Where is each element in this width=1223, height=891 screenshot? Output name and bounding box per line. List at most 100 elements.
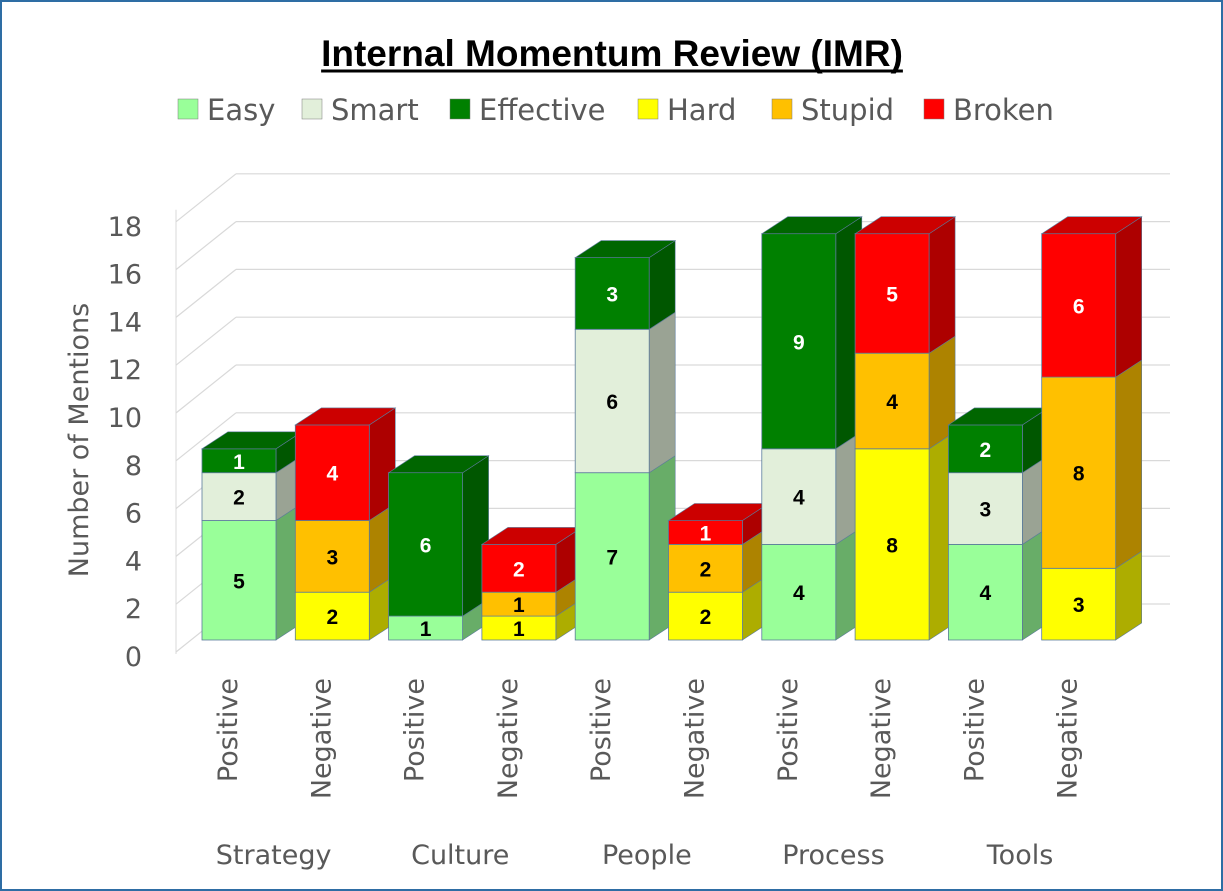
- x-tick-label: Negative: [306, 678, 337, 799]
- legend-swatch: [301, 98, 323, 120]
- data-label: 1: [233, 451, 245, 474]
- data-label: 3: [1073, 594, 1085, 617]
- data-label: 6: [606, 391, 618, 414]
- bar-side: [648, 311, 676, 474]
- x-tick-label: Positive: [959, 678, 990, 782]
- bar-smart-5: 6: [574, 311, 676, 474]
- bar-stack-10: 3 8 6: [1040, 216, 1143, 641]
- gridline-diagonal: [175, 173, 237, 223]
- data-label: 2: [980, 439, 992, 462]
- data-label: 3: [326, 546, 338, 569]
- bar-hard-8: 8: [854, 431, 956, 641]
- bar-top: [760, 216, 863, 234]
- legend-item-easy: Easy: [177, 93, 275, 127]
- bar-broken-2: 4: [294, 407, 397, 522]
- data-label: 1: [420, 618, 432, 641]
- gridline-diagonal: [175, 316, 237, 366]
- data-label: 3: [980, 499, 992, 522]
- data-label: 9: [793, 331, 805, 354]
- y-tick-label: 12: [108, 355, 142, 386]
- group-label-tools: Tools: [986, 840, 1054, 871]
- bar-stack-9: 4 3 2: [947, 407, 1050, 641]
- bar-stupid-10: 8: [1041, 359, 1142, 569]
- x-tick-label: Negative: [680, 678, 711, 799]
- bar-broken-8: 5: [854, 216, 957, 354]
- bar-broken-6: 1: [667, 502, 770, 545]
- bar-effective-5: 3: [574, 240, 677, 330]
- legend: Easy Smart Effective Hard Stupid Broken: [177, 93, 1054, 127]
- bar-stack-3: 16: [387, 455, 490, 641]
- gridline-diagonal: [175, 221, 237, 271]
- chart-title-group: Internal Momentum Review (IMR): [321, 33, 903, 74]
- bar-front: [948, 424, 1023, 474]
- data-label: 2: [700, 558, 712, 581]
- legend-swatch: [637, 98, 659, 120]
- bar-stack-6: 2 2 1: [667, 502, 770, 641]
- bar-front: [294, 591, 370, 641]
- x-tick-label: Positive: [400, 678, 431, 782]
- bar-front: [201, 472, 277, 521]
- legend-item-hard: Hard: [637, 93, 736, 127]
- bar-front: [761, 448, 837, 545]
- data-label: 4: [886, 391, 898, 414]
- bar-top: [1040, 216, 1143, 234]
- gridline-12: [175, 316, 1170, 366]
- legend-item-effective: Effective: [449, 93, 606, 127]
- y-tick-label: 14: [108, 307, 142, 338]
- data-label: 6: [1073, 295, 1085, 318]
- bar-easy-1: 5: [201, 502, 303, 641]
- group-label-process: Process: [782, 840, 884, 871]
- legend-swatch: [771, 98, 793, 120]
- x-tick-label: Negative: [1053, 678, 1084, 799]
- bar-front: [854, 352, 930, 450]
- bar-front: [948, 544, 1023, 641]
- data-label: 4: [793, 487, 805, 510]
- bar-front: [481, 544, 557, 593]
- bar-front: [574, 257, 650, 330]
- bar-easy-5: 7: [574, 455, 676, 641]
- y-tick-label: 10: [108, 403, 142, 434]
- y-tick-label: 6: [125, 499, 142, 530]
- bar-front: [1041, 567, 1117, 641]
- bar-front: [761, 544, 837, 641]
- group-label-culture: Culture: [411, 840, 509, 871]
- legend-label: Broken: [953, 93, 1054, 127]
- gridline-diagonal: [175, 412, 237, 462]
- bar-broken-10: 6: [1040, 216, 1143, 378]
- gridline-10: [175, 364, 1170, 414]
- y-tick-label: 2: [125, 594, 142, 625]
- data-label: 4: [793, 582, 805, 605]
- bar-stack-4: 11 2: [480, 526, 583, 641]
- x-axis: Positive Negative Positive Negative Positive…: [213, 678, 1084, 871]
- data-label: 1: [513, 618, 525, 641]
- y-tick-label: 0: [125, 642, 142, 673]
- bar-stack-5: 7 6 3: [574, 240, 677, 641]
- bar-side: [1115, 359, 1142, 569]
- x-tick-label: Negative: [866, 678, 897, 799]
- bar-stack-7: 4 4 9: [760, 216, 863, 641]
- data-label: 7: [606, 546, 618, 569]
- bar-front: [574, 328, 650, 474]
- bar-side: [928, 216, 956, 354]
- legend-item-smart: Smart: [301, 93, 419, 127]
- legend-label: Hard: [667, 93, 736, 127]
- legend-item-stupid: Stupid: [771, 93, 894, 127]
- legend-swatch: [923, 98, 945, 120]
- data-label: 8: [886, 534, 898, 557]
- bar-top: [854, 216, 957, 234]
- bar-hard-10: 3: [1041, 550, 1142, 641]
- y-axis-label: Number of Mentions: [64, 303, 95, 577]
- bar-effective-7: 9: [760, 216, 863, 450]
- gridline-14: [175, 268, 1170, 318]
- bar-stack-2: 2 3 4: [294, 407, 397, 641]
- data-label: 2: [700, 606, 712, 629]
- group-label-strategy: Strategy: [216, 840, 332, 871]
- bar-front: [1041, 233, 1117, 378]
- bar-top: [387, 455, 490, 474]
- bar-stupid-8: 4: [854, 335, 956, 450]
- bar-front: [948, 472, 1023, 545]
- data-label: 4: [326, 463, 338, 486]
- data-label: 4: [980, 582, 992, 605]
